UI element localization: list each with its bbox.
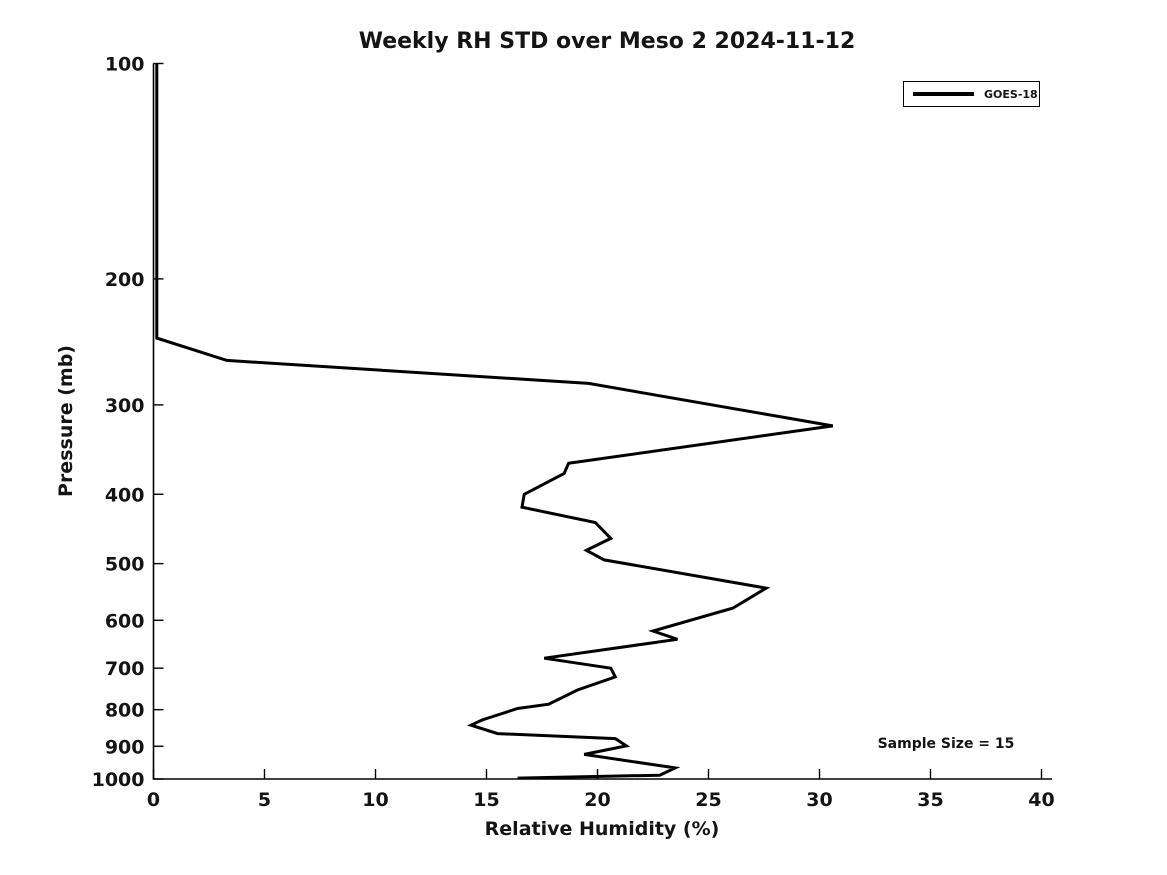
x-tick-label: 25 xyxy=(695,789,721,811)
x-tick-label: 10 xyxy=(362,789,388,811)
x-tick-label: 20 xyxy=(584,789,610,811)
legend: GOES-18 xyxy=(903,81,1040,107)
y-tick-label: 200 xyxy=(105,269,145,291)
series-goes-18 xyxy=(155,63,834,780)
x-tick-label: 30 xyxy=(806,789,832,811)
x-tick-label: 35 xyxy=(917,789,943,811)
x-axis-label: Relative Humidity (%) xyxy=(484,818,720,840)
x-tick-label: 40 xyxy=(1028,789,1054,811)
y-tick-label: 600 xyxy=(105,610,145,632)
y-tick-label: 900 xyxy=(105,736,145,758)
legend-line-sample xyxy=(913,92,974,96)
y-tick-label: 300 xyxy=(105,395,145,417)
y-tick-label: 400 xyxy=(105,484,145,506)
chart-title: Weekly RH STD over Meso 2 2024-11-12 xyxy=(358,29,856,54)
y-tick-label: 500 xyxy=(105,554,145,576)
y-tick-label: 800 xyxy=(105,700,145,722)
legend-label: GOES-18 xyxy=(984,87,1038,101)
y-axis-label: Pressure (mb) xyxy=(55,345,77,497)
x-tick-label: 0 xyxy=(147,789,160,811)
y-tick-label: 700 xyxy=(105,658,145,680)
x-tick-label: 15 xyxy=(473,789,499,811)
y-tick-label: 1000 xyxy=(92,769,145,791)
x-tick-label: 5 xyxy=(258,789,271,811)
sample-size-annotation: Sample Size = 15 xyxy=(877,736,1015,752)
y-tick-label: 100 xyxy=(105,54,145,76)
